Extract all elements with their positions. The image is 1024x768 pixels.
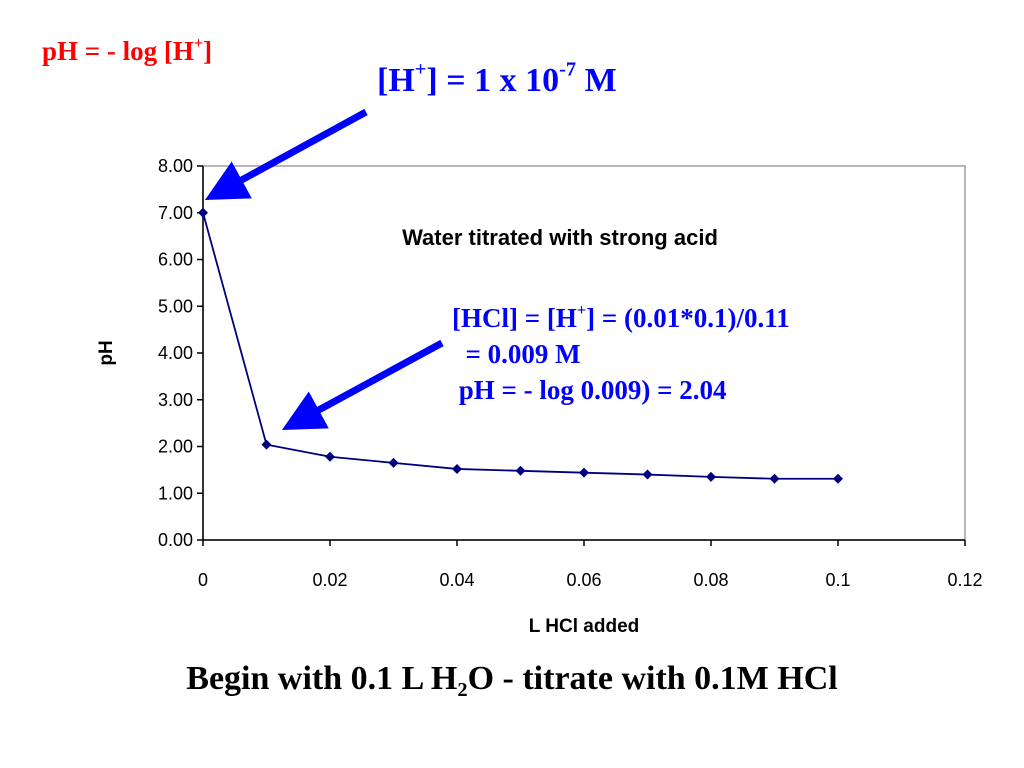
y-tick-label: 2.00 — [158, 437, 193, 457]
calculation-annotation: [HCl] = [H+] = (0.01*0.1)/0.11 = 0.009 M… — [452, 300, 790, 408]
ph-formula-end: ] — [203, 36, 213, 66]
y-tick-label: 8.00 — [158, 156, 193, 176]
data-point — [769, 473, 780, 484]
y-tick-label: 1.00 — [158, 483, 193, 503]
h-formula-sup1: + — [414, 58, 427, 81]
x-tick-label: 0.02 — [312, 570, 347, 590]
x-axis-label: L HCl added — [529, 616, 640, 637]
chart-title: Water titrated with strong acid — [402, 225, 718, 250]
data-point — [515, 465, 526, 476]
y-axis-label: pH — [96, 340, 117, 365]
data-point — [261, 439, 272, 450]
footer-pre: Begin with 0.1 L H — [186, 660, 458, 697]
x-tick-label: 0.1 — [825, 570, 850, 590]
series-water-titration — [198, 207, 843, 484]
y-tick-label: 7.00 — [158, 203, 193, 223]
x-tick-label: 0.06 — [566, 570, 601, 590]
x-tick-label: 0.12 — [947, 570, 982, 590]
data-point — [388, 457, 399, 468]
y-tick-label: 4.00 — [158, 343, 193, 363]
h-formula-end: M — [576, 62, 617, 99]
h-formula-mid: ] = 1 x 10 — [426, 62, 560, 99]
x-ticks: 0 0.02 0.04 0.06 0.08 0.1 0.12 — [198, 540, 983, 590]
data-point — [706, 471, 716, 482]
arrow-to-second-point — [281, 339, 444, 431]
h-formula-sup2: -7 — [559, 58, 577, 81]
y-ticks: 0.00 1.00 2.00 3.00 4.00 5.00 6.00 7.00 8.00 — [158, 156, 203, 550]
annotation-line-1: [HCl] = [H+] = (0.01*0.1)/0.11 — [452, 300, 790, 336]
ph-formula-main: pH = - log [H — [42, 36, 194, 66]
annotation-line-1-pre: [HCl] = [H — [452, 303, 577, 333]
h-formula-main: [H — [377, 62, 415, 99]
data-point — [833, 473, 843, 484]
x-tick-label: 0.04 — [439, 570, 474, 590]
data-point — [198, 207, 208, 218]
data-point — [642, 469, 653, 480]
slide-footer: Begin with 0.1 L H2O - titrate with 0.1M… — [0, 660, 1024, 702]
data-point — [325, 451, 335, 462]
x-tick-label: 0 — [198, 570, 208, 590]
y-tick-label: 6.00 — [158, 250, 193, 270]
y-tick-label: 3.00 — [158, 390, 193, 410]
ph-formula-sup: + — [193, 33, 204, 52]
footer-post: O - titrate with 0.1M HCl — [467, 660, 838, 697]
x-tick-label: 0.08 — [693, 570, 728, 590]
data-point — [452, 463, 462, 474]
ph-formula: pH = - log [H+] — [42, 33, 213, 67]
h-concentration-formula: [H+] = 1 x 10-7 M — [377, 58, 617, 100]
annotation-line-1-post: ] = (0.01*0.1)/0.11 — [586, 303, 790, 333]
data-point — [579, 467, 589, 478]
footer-sub: 2 — [457, 679, 468, 702]
arrow-to-start-point — [204, 108, 368, 201]
y-tick-label: 5.00 — [158, 296, 193, 316]
y-tick-label: 0.00 — [158, 530, 193, 550]
annotation-line-3: pH = - log 0.009) = 2.04 — [452, 375, 727, 405]
annotation-line-2: = 0.009 M — [452, 339, 581, 369]
annotation-line-1-sup: + — [576, 300, 587, 319]
